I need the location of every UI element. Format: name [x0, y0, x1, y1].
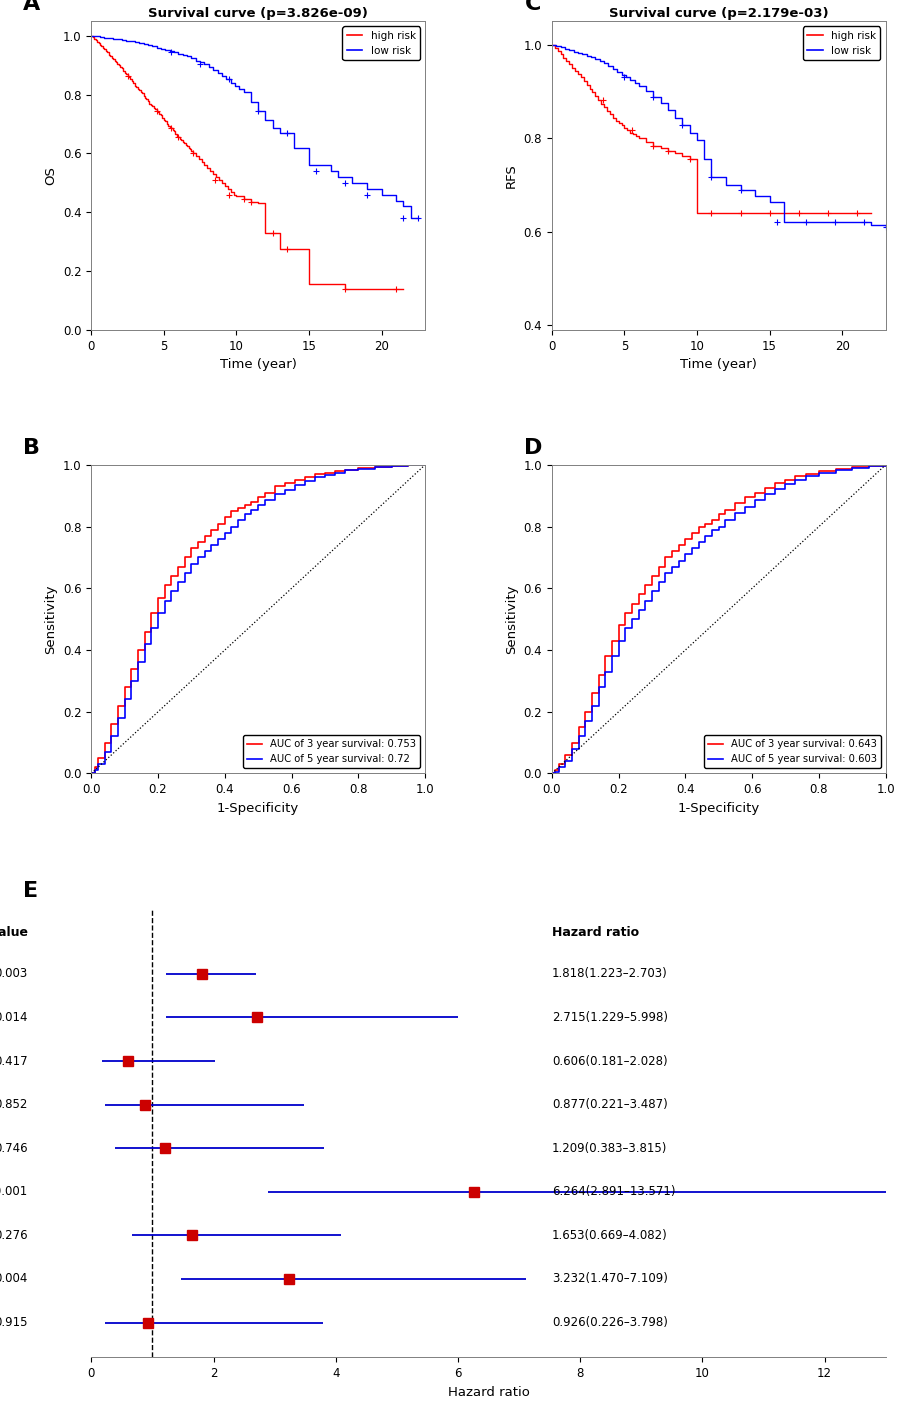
Title: Survival curve (p=2.179e-03): Survival curve (p=2.179e-03)	[609, 7, 829, 20]
Y-axis label: Sensitivity: Sensitivity	[505, 584, 518, 653]
Text: 0.852: 0.852	[0, 1099, 27, 1111]
Text: <0.001: <0.001	[0, 1185, 27, 1198]
Text: 0.915: 0.915	[0, 1316, 27, 1329]
Text: 0.877(0.221–3.487): 0.877(0.221–3.487)	[552, 1099, 667, 1111]
Text: Hazard ratio: Hazard ratio	[552, 926, 639, 939]
Text: 0.014: 0.014	[0, 1011, 27, 1024]
Text: 0.276: 0.276	[0, 1229, 27, 1241]
Text: E: E	[23, 881, 38, 902]
Legend: high risk, low risk: high risk, low risk	[342, 27, 420, 59]
Y-axis label: RFS: RFS	[505, 163, 518, 188]
Legend: AUC of 3 year survival: 0.753, AUC of 5 year survival: 0.72: AUC of 3 year survival: 0.753, AUC of 5 …	[243, 735, 420, 768]
X-axis label: Time (year): Time (year)	[680, 358, 757, 370]
Text: pvalue: pvalue	[0, 926, 27, 939]
Text: 0.746: 0.746	[0, 1141, 27, 1155]
Legend: high risk, low risk: high risk, low risk	[803, 27, 880, 59]
X-axis label: 1-Specificity: 1-Specificity	[677, 802, 760, 814]
Text: 0.417: 0.417	[0, 1055, 27, 1068]
Text: 1.653(0.669–4.082): 1.653(0.669–4.082)	[552, 1229, 667, 1241]
Title: Survival curve (p=3.826e-09): Survival curve (p=3.826e-09)	[148, 7, 368, 20]
Text: A: A	[23, 0, 40, 14]
X-axis label: Hazard ratio: Hazard ratio	[447, 1386, 530, 1398]
Text: 0.004: 0.004	[0, 1273, 27, 1285]
Legend: AUC of 3 year survival: 0.643, AUC of 5 year survival: 0.603: AUC of 3 year survival: 0.643, AUC of 5 …	[704, 735, 881, 768]
Text: 0.926(0.226–3.798): 0.926(0.226–3.798)	[552, 1316, 668, 1329]
Text: C: C	[524, 0, 540, 14]
Text: 6.264(2.891–13.571): 6.264(2.891–13.571)	[552, 1185, 676, 1198]
Text: 0.606(0.181–2.028): 0.606(0.181–2.028)	[552, 1055, 667, 1068]
Text: 2.715(1.229–5.998): 2.715(1.229–5.998)	[552, 1011, 668, 1024]
Text: B: B	[23, 438, 40, 458]
X-axis label: Time (year): Time (year)	[220, 358, 297, 370]
Text: 3.232(1.470–7.109): 3.232(1.470–7.109)	[552, 1273, 668, 1285]
Text: 1.209(0.383–3.815): 1.209(0.383–3.815)	[552, 1141, 667, 1155]
Text: 0.003: 0.003	[0, 967, 27, 980]
Y-axis label: Sensitivity: Sensitivity	[45, 584, 58, 653]
Y-axis label: OS: OS	[45, 165, 58, 185]
Text: 1.818(1.223–2.703): 1.818(1.223–2.703)	[552, 967, 667, 980]
Text: D: D	[524, 438, 543, 458]
X-axis label: 1-Specificity: 1-Specificity	[217, 802, 299, 814]
